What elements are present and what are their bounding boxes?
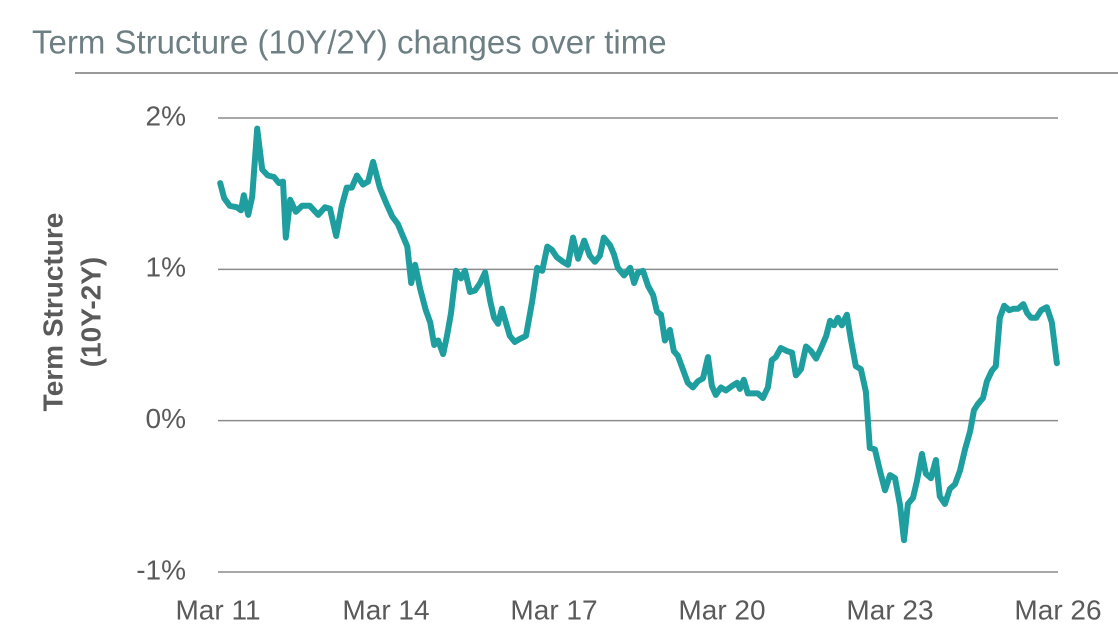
y-tick-label: -1%: [136, 554, 186, 585]
y-axis-label: Term Structure (10Y-2Y): [37, 213, 106, 412]
chart-title: Term Structure (10Y/2Y) changes over tim…: [32, 24, 667, 61]
y-tick-label: 2%: [146, 100, 186, 131]
x-tick-label: Mar 17: [510, 594, 597, 625]
x-tick-label: Mar 26: [1014, 594, 1101, 625]
y-tick-label: 0%: [146, 403, 186, 434]
y-axis-label-line: (10Y-2Y): [75, 257, 106, 368]
line-series: [217, 125, 1060, 544]
x-tick-label: Mar 11: [175, 594, 260, 625]
x-tick-label: Mar 20: [678, 594, 765, 625]
x-tick-label: Mar 23: [846, 594, 933, 625]
x-tick-label: Mar 14: [342, 594, 429, 625]
y-axis-label-line: Term Structure: [37, 213, 68, 412]
y-tick-label: 1%: [146, 252, 186, 283]
